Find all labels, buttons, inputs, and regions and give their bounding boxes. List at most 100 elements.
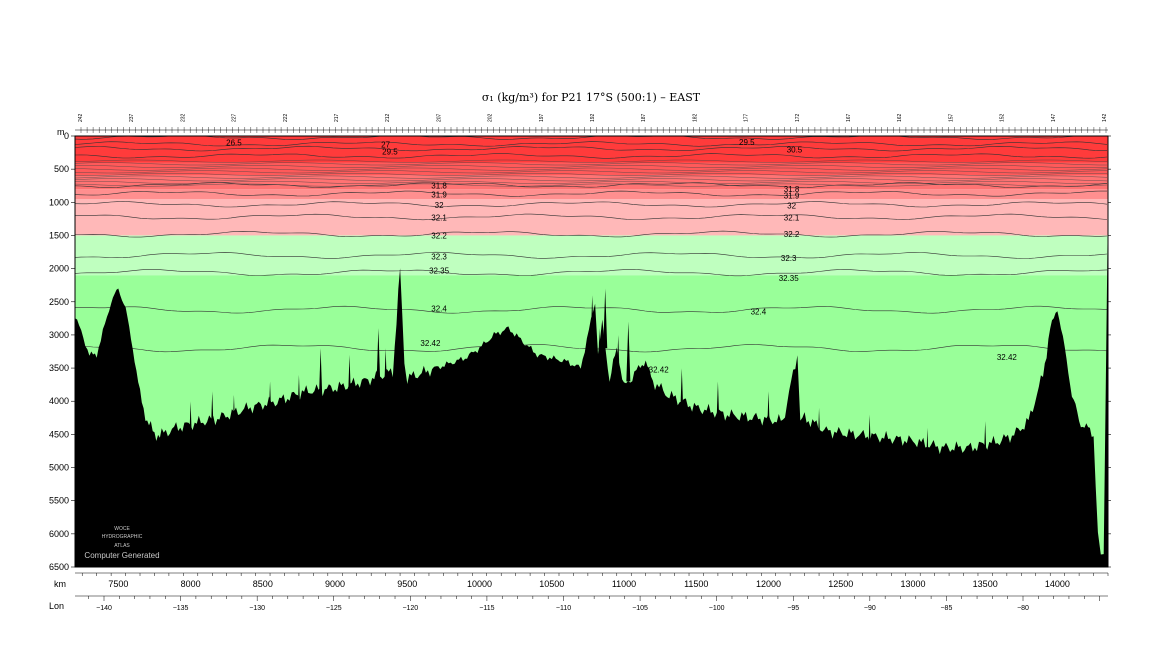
station-label: 212 [385,113,391,122]
station-axis: 242 237 232 227 222 217 212 207 202 197 192 187 182 1… [75,113,1108,133]
lon-tick-label: −110 [556,605,571,612]
depth-axis: 0 500 1000 1500 2000 2500 3000 3500 4000 4500 5000… [49,131,1111,572]
y-tick-label: 3500 [49,363,69,373]
station-label: 197 [539,113,545,122]
seafloor-spike [296,374,301,435]
contour-label: 32 [435,201,444,210]
seafloor [75,202,1108,567]
seafloor-spike [983,421,988,481]
seafloor-spike [679,368,684,428]
seafloor-spike [603,288,608,349]
contour-label: 30.5 [787,145,803,154]
y-axis-label: m [57,127,65,137]
contour-label: 32.35 [429,267,450,276]
contour-label: 32.2 [431,231,447,240]
x-tick-label: 8500 [253,579,273,589]
seafloor-spike [318,348,323,408]
seafloor-spike [268,381,273,442]
seafloor-spike [590,295,595,355]
lon-tick-label: −85 [940,605,952,612]
woce-watermark: WOCE HYDROGRAPHIC ATLAS Computer Generat… [84,526,159,560]
contour-line [75,183,1108,187]
station-label: 242 [78,113,84,122]
plot-frame [74,135,1109,568]
color-band [75,162,1108,176]
y-tick-label: 6000 [49,529,69,539]
contour-label: 32.4 [751,308,767,317]
contour-label: 26.5 [226,139,242,148]
x-tick-label: 8000 [181,579,201,589]
seafloor-spike [867,414,872,475]
lon-tick-label: −90 [864,605,876,612]
contour-label: 32.3 [431,253,447,262]
y-tick-label: 2500 [49,297,69,307]
y-tick-label: 3000 [49,330,69,340]
color-band [75,189,1108,199]
station-label: 232 [180,113,186,122]
station-label: 187 [641,113,647,122]
x-axis-label: km [54,579,66,589]
chart-title: σ₁ (kg/m³) for P21 17°S (500:1) – EAST [482,91,701,104]
contour-labels: 26.5 2729.531.831.93232.132.232.332.3532.… [226,138,1017,374]
contour-label: 32.3 [781,254,797,263]
station-label: 222 [283,113,289,122]
watermark-line4: Computer Generated [84,551,159,560]
contour-label: 32.42 [997,353,1018,362]
contour-label: 31.8 [784,185,800,194]
lon-tick-label: −120 [402,605,418,612]
contour-line [75,173,1108,176]
station-label: 217 [334,113,340,122]
color-band [75,235,1108,276]
station-label: 177 [744,113,750,122]
x-tick-label: 9000 [325,579,345,589]
contour-line [75,136,1107,140]
y-tick-label: 6500 [49,562,69,572]
station-label: 142 [1102,113,1108,122]
y-tick-label: 4500 [49,429,69,439]
seafloor-spike [376,328,381,388]
y-tick-label: 2000 [49,264,69,274]
contour-label: 32.1 [431,214,447,223]
contour-label: 32 [787,202,796,211]
contour-label: 31.8 [431,182,447,191]
station-label: 182 [692,113,698,122]
longitude-axis: −140 −135 −130 −125 −120 −115 −110 −105 −100 −95 −… [75,595,1108,612]
contour-label: 27 [381,141,390,150]
lon-tick-label: −140 [96,605,112,612]
contour-label: 31.9 [784,192,800,201]
lon-axis-label: Lon [49,601,64,611]
contour-line [75,213,1108,221]
contour-label: 32.1 [784,214,800,223]
station-label: 172 [795,113,801,122]
contour-line [75,178,1108,182]
x-tick-label: 10500 [539,579,564,589]
y-tick-label: 0 [64,131,69,141]
seafloor-spike [766,391,771,451]
seafloor-spike [231,394,236,455]
y-tick-label: 5000 [49,463,69,473]
contour-line [75,251,1108,259]
y-tick-label: 5500 [49,496,69,506]
lon-tick-label: −100 [709,605,725,612]
contour-lines [75,136,1108,353]
contour-line [75,269,1108,277]
watermark-line3: ATLAS [114,543,130,549]
x-tick-label: 10000 [467,579,492,589]
y-tick-label: 4000 [49,396,69,406]
seafloor-spike [616,334,621,395]
x-tick-label: 9500 [397,579,417,589]
seafloor-spike [597,328,602,388]
contour-line [75,305,1108,314]
contour-line [75,201,1108,208]
seafloor-spike [626,321,631,382]
seafloor-spike [715,381,720,442]
x-tick-label: 7500 [108,579,128,589]
station-label: 157 [948,113,954,122]
y-tick-label: 500 [54,164,69,174]
x-tick-label: 11000 [612,579,636,589]
color-band [75,198,1108,236]
station-label: 192 [590,113,596,122]
contour-line [75,170,1108,174]
lon-tick-label: −80 [1017,605,1029,612]
